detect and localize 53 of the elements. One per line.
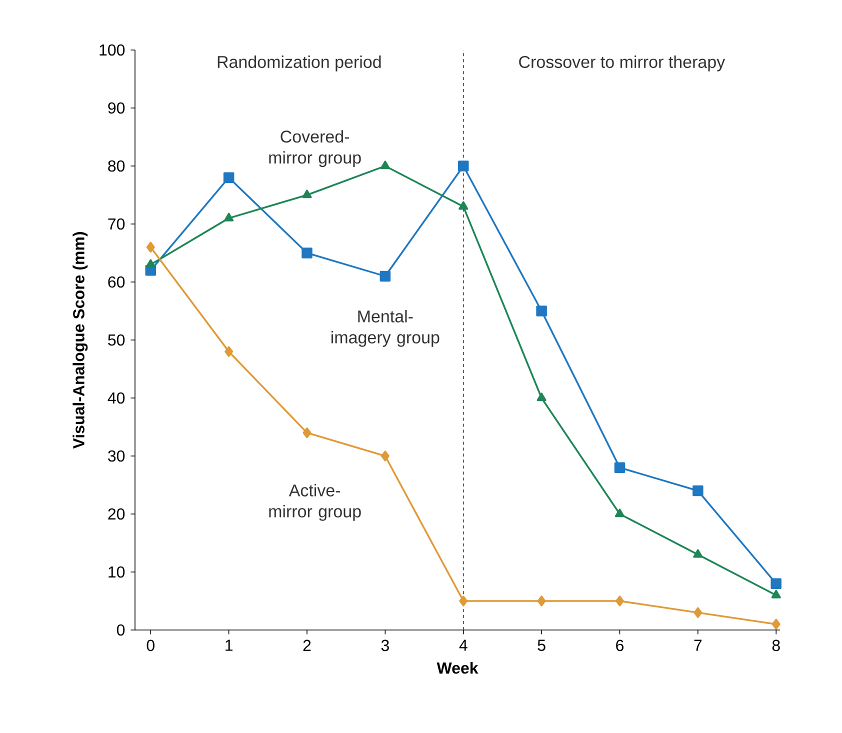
y-tick-label: 90: [108, 102, 125, 114]
point: [537, 596, 546, 606]
point: [770, 578, 782, 589]
y-tick-label: 100: [100, 44, 125, 56]
x-tick-label: 2: [303, 640, 311, 651]
point: [536, 392, 546, 402]
y-tick-label: 60: [108, 276, 125, 288]
x-tick-label: 4: [459, 640, 468, 651]
x-tick-label: 6: [616, 640, 624, 652]
annotation: Crossover to mirror therapy: [519, 56, 726, 72]
point: [302, 427, 312, 438]
x-tick-label: 8: [772, 640, 780, 652]
text: Mental-imagery group: [332, 310, 440, 347]
point: [693, 549, 703, 558]
y-tick-label: 40: [108, 392, 125, 404]
x-tick-label: 1: [226, 640, 232, 651]
point: [146, 242, 155, 253]
point: [772, 618, 780, 630]
point: [614, 508, 625, 518]
x-tick-label: 3: [381, 640, 389, 652]
point: [615, 596, 624, 606]
point: [459, 596, 468, 606]
point: [224, 346, 234, 357]
x-tick-label: 5: [538, 640, 546, 651]
y-tick-label: 20: [108, 508, 125, 520]
y-tick-label: 10: [108, 566, 125, 578]
point: [536, 306, 547, 316]
x-tick-label: 0: [146, 640, 154, 652]
point: [302, 248, 312, 258]
series-label: Covered-mirror group: [269, 130, 361, 168]
point: [694, 607, 702, 618]
annotation: Randomization period: [218, 56, 381, 72]
point: [146, 259, 156, 268]
y-tick-label: 80: [108, 160, 125, 172]
point: [458, 160, 469, 172]
series-label: Active-mirror group: [269, 484, 361, 521]
x-tick-label: 7: [694, 640, 702, 651]
point: [380, 450, 390, 462]
y-tick-label: 50: [108, 334, 125, 346]
point: [380, 270, 391, 282]
y-tick-label: 0: [116, 624, 125, 636]
point: [771, 590, 781, 598]
point: [302, 190, 312, 198]
point: [614, 462, 626, 473]
y-axis-title: Visual-Analogue Score (mm): [72, 232, 88, 449]
point: [458, 201, 468, 210]
x-axis-title: Week: [436, 662, 478, 674]
point: [380, 160, 390, 170]
y-tick-label: 30: [108, 450, 125, 462]
point: [223, 172, 234, 183]
point: [224, 212, 234, 222]
y-tick-label: 70: [108, 218, 125, 230]
point: [692, 485, 704, 496]
